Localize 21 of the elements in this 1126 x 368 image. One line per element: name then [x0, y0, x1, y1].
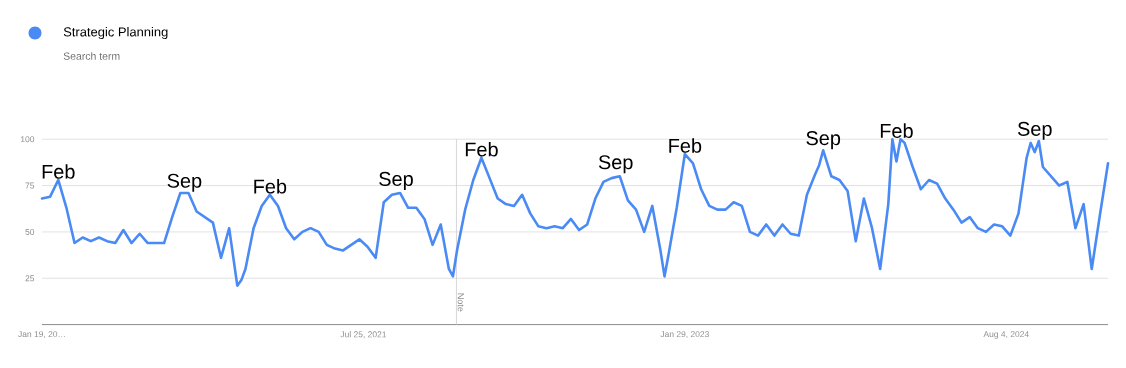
y-tick-label: 25	[25, 275, 35, 282]
y-tick-label: 100	[20, 136, 35, 143]
x-tick-label: Jul 25, 2021	[340, 331, 387, 339]
annotation: Feb	[880, 123, 913, 138]
x-tick-label: Aug 4, 2024	[983, 331, 1029, 339]
legend-label: Strategic Planning	[63, 26, 168, 40]
annotation: Sep	[806, 131, 841, 150]
chart-subtitle: Search term	[63, 52, 120, 60]
x-tick-label: Jan 19, 20…	[18, 331, 65, 339]
y-tick-label: 50	[25, 228, 35, 235]
annotation: Feb	[465, 141, 498, 157]
y-tick-label: 75	[25, 182, 35, 189]
annotation: Feb	[669, 138, 702, 153]
annotation: Sep	[598, 155, 633, 174]
annotation: Sep	[379, 171, 413, 190]
annotation: Sep	[1017, 121, 1052, 140]
annotation: Sep	[167, 173, 202, 192]
x-tick-label: Jan 29, 2023	[660, 331, 709, 339]
ref-line-label: Note	[457, 293, 464, 312]
annotation: Feb	[42, 164, 75, 179]
annotation: Feb	[254, 178, 287, 194]
